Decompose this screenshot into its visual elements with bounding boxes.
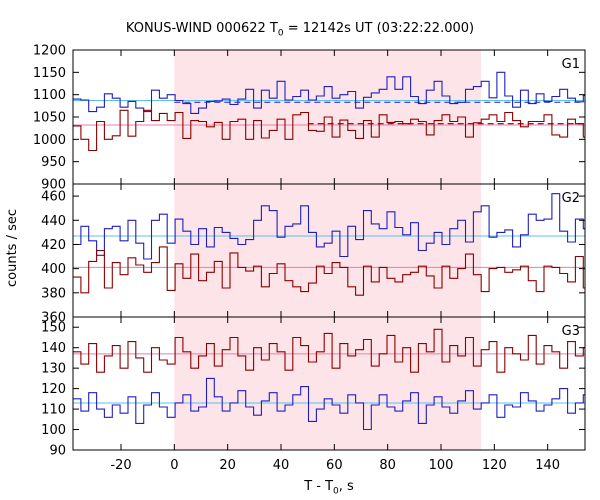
y-tick-label: 140 <box>41 341 66 356</box>
y-tick-label: 900 <box>41 178 66 193</box>
y-tick-label: 1100 <box>33 88 66 103</box>
series-red-g3 <box>73 328 585 373</box>
y-tick-label: 360 <box>41 311 66 326</box>
x-axis-label: T - T0, s <box>73 479 585 497</box>
y-axis-label: counts / sec <box>5 209 20 288</box>
chart-title: KONUS-WIND 000622 T0 = 12142s UT (03:22:… <box>0 21 600 39</box>
panel-label-g3: G3 <box>562 324 580 339</box>
y-tick-label: 1050 <box>33 111 66 126</box>
y-tick-label: 120 <box>41 382 66 397</box>
x-tick-label: 140 <box>535 458 560 473</box>
series-red-g1 <box>73 109 585 152</box>
x-tick-label: 20 <box>219 458 236 473</box>
chart-title-suffix: = 12142s UT (03:22:22.000) <box>283 21 475 36</box>
x-tick-label: 40 <box>273 458 290 473</box>
panel-g1: 900 950 1000 1050 1100 1150 1200 G1 <box>33 44 586 193</box>
y-tick-label: 440 <box>41 214 66 229</box>
y-tick-label: 460 <box>41 190 66 205</box>
y-tick-label: 1000 <box>33 133 66 148</box>
analysis-interval-band <box>174 50 482 450</box>
y-tick-label: 90 <box>49 444 66 459</box>
y-tick-label: 150 <box>41 321 66 336</box>
x-tick-label: -20 <box>110 458 131 473</box>
series-red-g2 <box>73 246 585 296</box>
series-blue-g1 <box>73 71 585 114</box>
y-tick-label: 1200 <box>33 44 66 59</box>
x-tick-label: 80 <box>379 458 396 473</box>
chart-title-subscript: 0 <box>277 28 284 39</box>
x-axis-label-prefix: T - T <box>304 479 334 494</box>
y-tick-label: 110 <box>41 403 66 418</box>
x-tick-label: 120 <box>482 458 507 473</box>
series-blue-g2 <box>73 193 585 260</box>
panel-label-g2: G2 <box>562 191 580 206</box>
x-axis-label-subscript: 0 <box>333 486 339 497</box>
y-tick-label: 400 <box>41 262 66 277</box>
x-tick-label: 0 <box>170 458 178 473</box>
y-tick-label: 1150 <box>33 66 66 81</box>
x-tick-label: 100 <box>429 458 454 473</box>
y-tick-label: 420 <box>41 238 66 253</box>
panel-g3: 90 100 110 120 130 140 150 G3 <box>41 316 586 459</box>
series-blue-g3 <box>73 377 585 431</box>
y-tick-label: 100 <box>41 423 66 438</box>
panel-label-g1: G1 <box>562 57 580 72</box>
chart-title-prefix: KONUS-WIND 000622 T <box>125 21 278 36</box>
panel-frame <box>72 316 586 451</box>
y-tick-label: 380 <box>41 286 66 301</box>
x-axis-label-suffix: , s <box>338 479 354 494</box>
panel-g2: 360 380 400 420 440 460 G2 <box>41 183 586 326</box>
y-tick-label: 950 <box>41 155 66 170</box>
x-tick-label: 60 <box>326 458 343 473</box>
y-tick-label: 130 <box>41 362 66 377</box>
